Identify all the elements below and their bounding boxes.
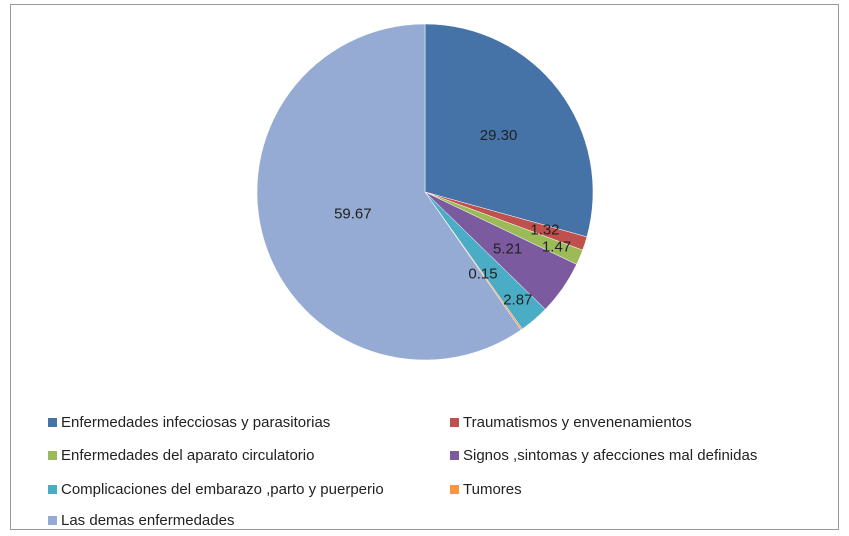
legend-label: Enfermedades del aparato circulatorio <box>61 447 314 464</box>
data-label: 1.47 <box>542 239 571 256</box>
legend-swatch <box>48 485 57 494</box>
legend-swatch <box>450 418 459 427</box>
legend-label: Signos ,sintomas y afecciones mal defini… <box>463 447 757 464</box>
legend-swatch <box>48 418 57 427</box>
legend-swatch <box>48 451 57 460</box>
legend-label: Enfermedades infecciosas y parasitorias <box>61 414 330 431</box>
pie-slice <box>256 23 522 361</box>
legend-swatch <box>48 516 57 525</box>
data-label: 2.87 <box>503 291 532 308</box>
data-label: 29.30 <box>480 127 518 144</box>
legend-label: Tumores <box>463 481 522 498</box>
pie-slice <box>424 23 594 238</box>
data-label: 1.32 <box>530 222 559 239</box>
data-label: 59.67 <box>334 206 372 223</box>
data-label: 5.21 <box>493 241 522 258</box>
legend-label: Las demas enfermedades <box>61 512 234 529</box>
legend-swatch <box>450 451 459 460</box>
legend-label: Traumatismos y envenenamientos <box>463 414 692 431</box>
legend-label: Complicaciones del embarazo ,parto y pue… <box>61 481 384 498</box>
data-label: 0.15 <box>468 265 497 282</box>
legend-swatch <box>450 485 459 494</box>
